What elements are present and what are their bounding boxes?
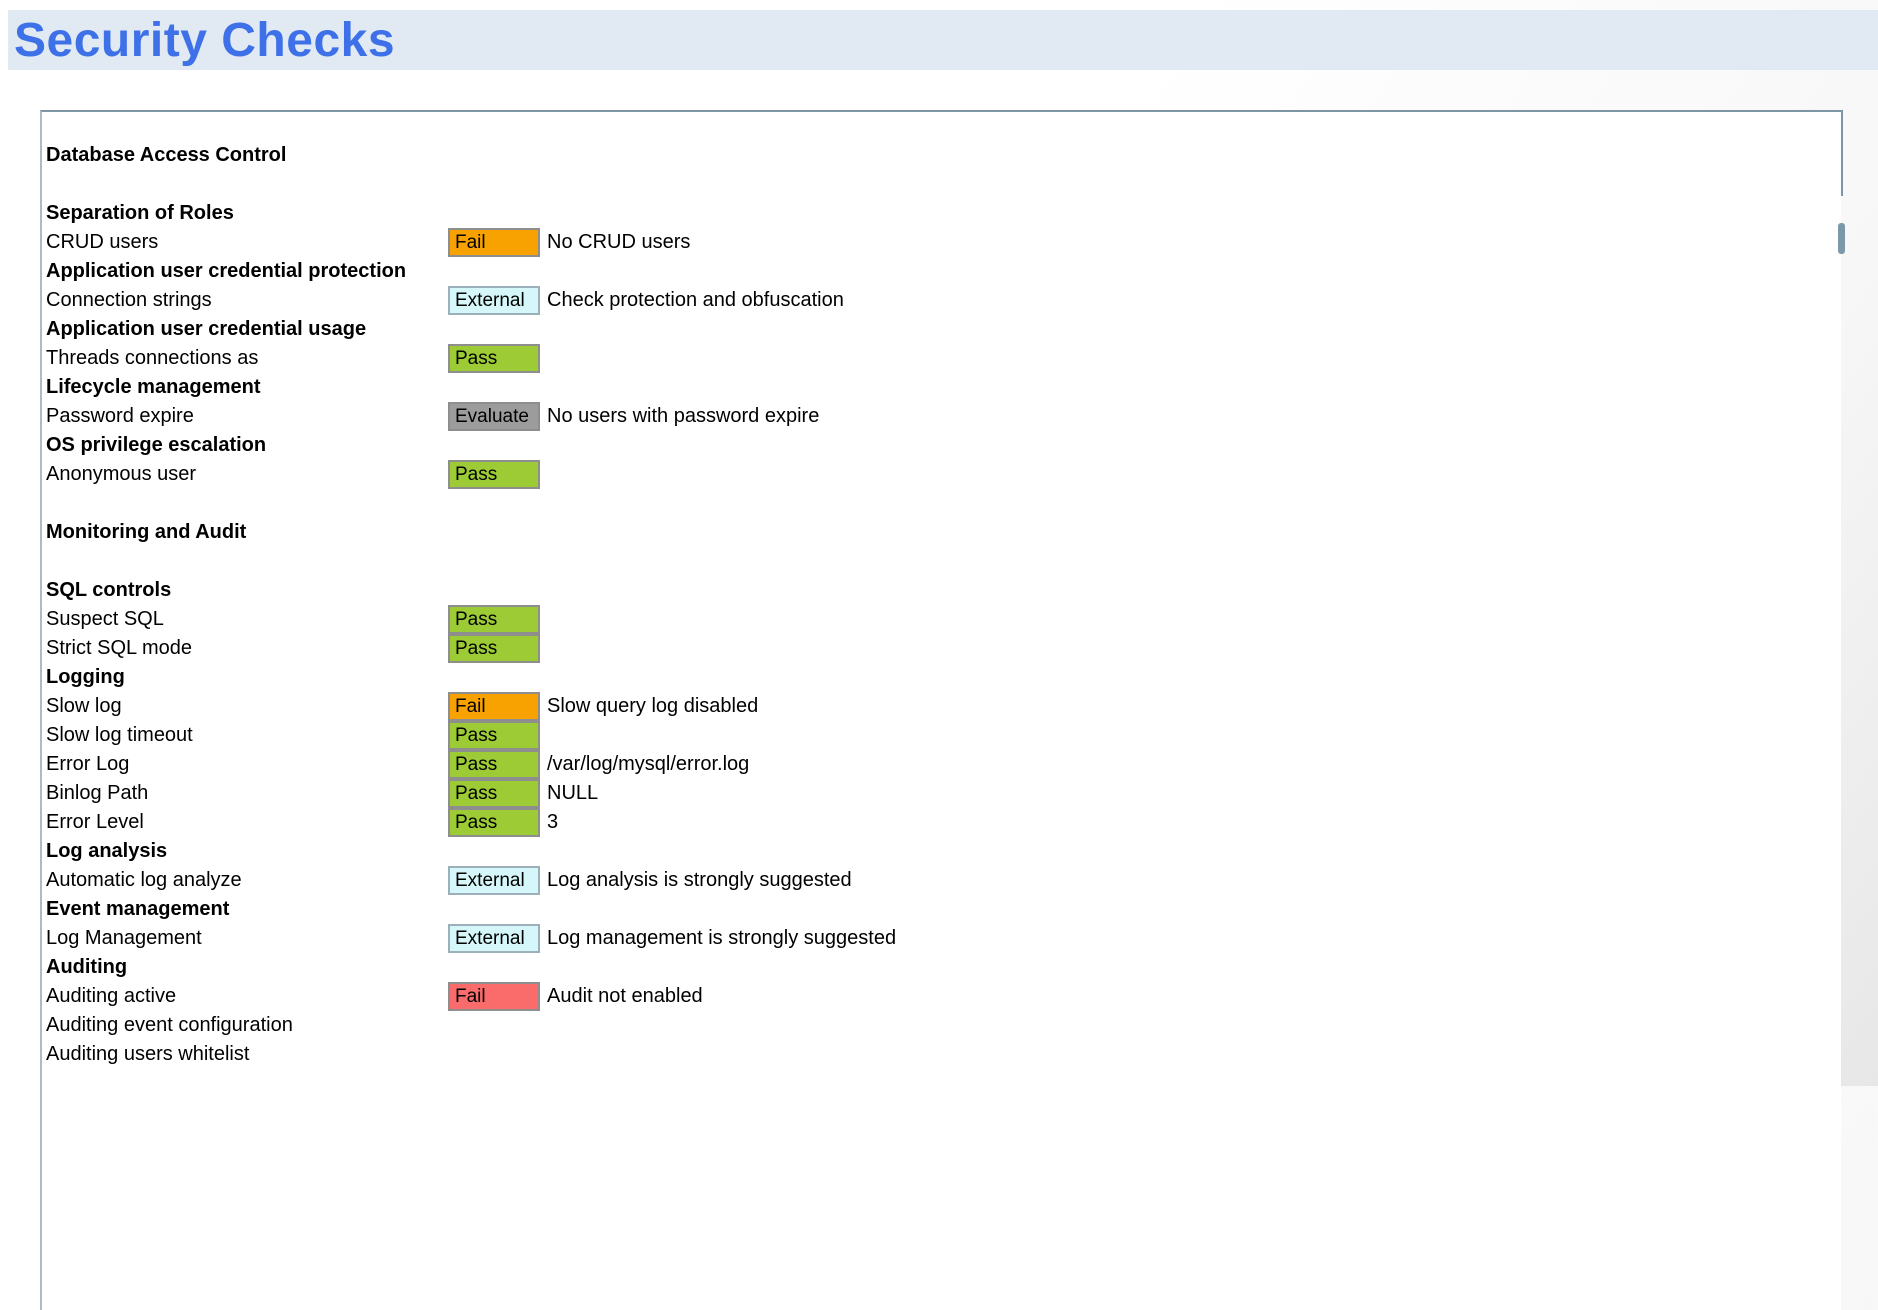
status-badge-fail-orange[interactable]: Fail bbox=[448, 692, 540, 721]
status-badge-external[interactable]: External bbox=[448, 866, 540, 895]
section-header-row: Auditing bbox=[44, 953, 1841, 982]
check-row: CRUD users Fail No CRUD users bbox=[44, 228, 1841, 257]
check-row: Strict SQL mode Pass bbox=[44, 634, 1841, 663]
page-header: Security Checks bbox=[8, 10, 1878, 70]
status-badge-external[interactable]: External bbox=[448, 924, 540, 953]
check-row: Error Level Pass 3 bbox=[44, 808, 1841, 837]
status-badge-pass[interactable]: Pass bbox=[448, 344, 540, 373]
check-result: NULL bbox=[547, 782, 599, 804]
check-row: Slow log Fail Slow query log disabled bbox=[44, 692, 1841, 721]
security-checks-list: Database Access Control Separation of Ro… bbox=[42, 112, 1841, 1069]
check-label: Log Management bbox=[46, 927, 202, 949]
check-label: Connection strings bbox=[46, 289, 212, 311]
check-result: 3 bbox=[547, 811, 559, 833]
status-badge-pass[interactable]: Pass bbox=[448, 721, 540, 750]
check-label: Application user credential usage bbox=[46, 318, 367, 340]
status-badge-pass[interactable]: Pass bbox=[448, 779, 540, 808]
check-label: Binlog Path bbox=[46, 782, 149, 804]
section-header-row: Log analysis bbox=[44, 837, 1841, 866]
check-label: Strict SQL mode bbox=[46, 637, 192, 659]
check-row: Anonymous user Pass bbox=[44, 460, 1841, 489]
status-badge-pass[interactable]: Pass bbox=[448, 605, 540, 634]
check-result: No users with password expire bbox=[547, 405, 820, 427]
section-header-row: OS privilege escalation bbox=[44, 431, 1841, 460]
check-row: Threads connections as Pass bbox=[44, 344, 1841, 373]
check-row: Connection strings External Check protec… bbox=[44, 286, 1841, 315]
section-header-row: Logging bbox=[44, 663, 1841, 692]
check-label: Automatic log analyze bbox=[46, 869, 242, 891]
check-label: Suspect SQL bbox=[46, 608, 164, 630]
check-row: Log Management External Log management i… bbox=[44, 924, 1841, 953]
status-badge-evaluate[interactable]: Evaluate bbox=[448, 402, 540, 431]
check-label: Anonymous user bbox=[46, 463, 197, 485]
check-result: Check protection and obfuscation bbox=[547, 289, 844, 311]
check-result: /var/log/mysql/error.log bbox=[547, 753, 750, 775]
blank-row bbox=[44, 547, 1841, 576]
check-label: Error Level bbox=[46, 811, 144, 833]
check-label: Auditing bbox=[46, 956, 128, 978]
status-badge-external[interactable]: External bbox=[448, 286, 540, 315]
check-row: Password expire Evaluate No users with p… bbox=[44, 402, 1841, 431]
scrollbar-thumb[interactable] bbox=[1838, 223, 1845, 254]
section-header-row: SQL controls bbox=[44, 576, 1841, 605]
panel-right-border bbox=[1841, 110, 1843, 196]
check-label: Application user credential protection bbox=[46, 260, 407, 282]
status-badge-fail-orange[interactable]: Fail bbox=[448, 228, 540, 257]
status-badge-fail-red[interactable]: Fail bbox=[448, 982, 540, 1011]
check-label: Log analysis bbox=[46, 840, 168, 862]
page-title: Security Checks bbox=[14, 14, 396, 67]
section-header-row: Lifecycle management bbox=[44, 373, 1841, 402]
check-row: Automatic log analyze External Log analy… bbox=[44, 866, 1841, 895]
blank-row bbox=[44, 170, 1841, 199]
check-row: Auditing event configuration bbox=[44, 1011, 1841, 1040]
status-badge-pass[interactable]: Pass bbox=[448, 460, 540, 489]
check-label: CRUD users bbox=[46, 231, 159, 253]
check-result: Audit not enabled bbox=[547, 985, 703, 1007]
check-result: No CRUD users bbox=[547, 231, 691, 253]
check-label: Separation of Roles bbox=[46, 202, 234, 224]
check-row: Suspect SQL Pass bbox=[44, 605, 1841, 634]
check-label: Password expire bbox=[46, 405, 194, 427]
check-row: Slow log timeout Pass bbox=[44, 721, 1841, 750]
blank-row bbox=[44, 489, 1841, 518]
check-label: Monitoring and Audit bbox=[46, 521, 247, 543]
check-row: Auditing active Fail Audit not enabled bbox=[44, 982, 1841, 1011]
check-label: Event management bbox=[46, 898, 230, 920]
section-header-row: Monitoring and Audit bbox=[44, 518, 1841, 547]
section-header-row: Separation of Roles bbox=[44, 199, 1841, 228]
section-header-row: Application user credential usage bbox=[44, 315, 1841, 344]
check-label: SQL controls bbox=[46, 579, 172, 601]
section-header-row: Database Access Control bbox=[44, 141, 1841, 170]
check-label: Slow log bbox=[46, 695, 122, 717]
check-label: Database Access Control bbox=[46, 144, 287, 166]
check-label: Slow log timeout bbox=[46, 724, 193, 746]
check-label: Error Log bbox=[46, 753, 130, 775]
check-result: Slow query log disabled bbox=[547, 695, 759, 717]
check-label: Auditing event configuration bbox=[46, 1014, 293, 1036]
section-header-row: Event management bbox=[44, 895, 1841, 924]
check-label: Lifecycle management bbox=[46, 376, 261, 398]
check-result: Log analysis is strongly suggested bbox=[547, 869, 852, 891]
check-label: Auditing users whitelist bbox=[46, 1043, 250, 1065]
check-label: Threads connections as bbox=[46, 347, 259, 369]
check-label: OS privilege escalation bbox=[46, 434, 267, 456]
section-header-row: Application user credential protection bbox=[44, 257, 1841, 286]
status-badge-pass[interactable]: Pass bbox=[448, 750, 540, 779]
status-badge-pass[interactable]: Pass bbox=[448, 634, 540, 663]
check-row: Error Log Pass /var/log/mysql/error.log bbox=[44, 750, 1841, 779]
security-checks-panel: Database Access Control Separation of Ro… bbox=[40, 110, 1841, 1310]
check-row: Binlog Path Pass NULL bbox=[44, 779, 1841, 808]
status-badge-pass[interactable]: Pass bbox=[448, 808, 540, 837]
check-label: Logging bbox=[46, 666, 125, 688]
check-result: Log management is strongly suggested bbox=[547, 927, 897, 949]
check-row: Auditing users whitelist bbox=[44, 1040, 1841, 1069]
check-label: Auditing active bbox=[46, 985, 177, 1007]
